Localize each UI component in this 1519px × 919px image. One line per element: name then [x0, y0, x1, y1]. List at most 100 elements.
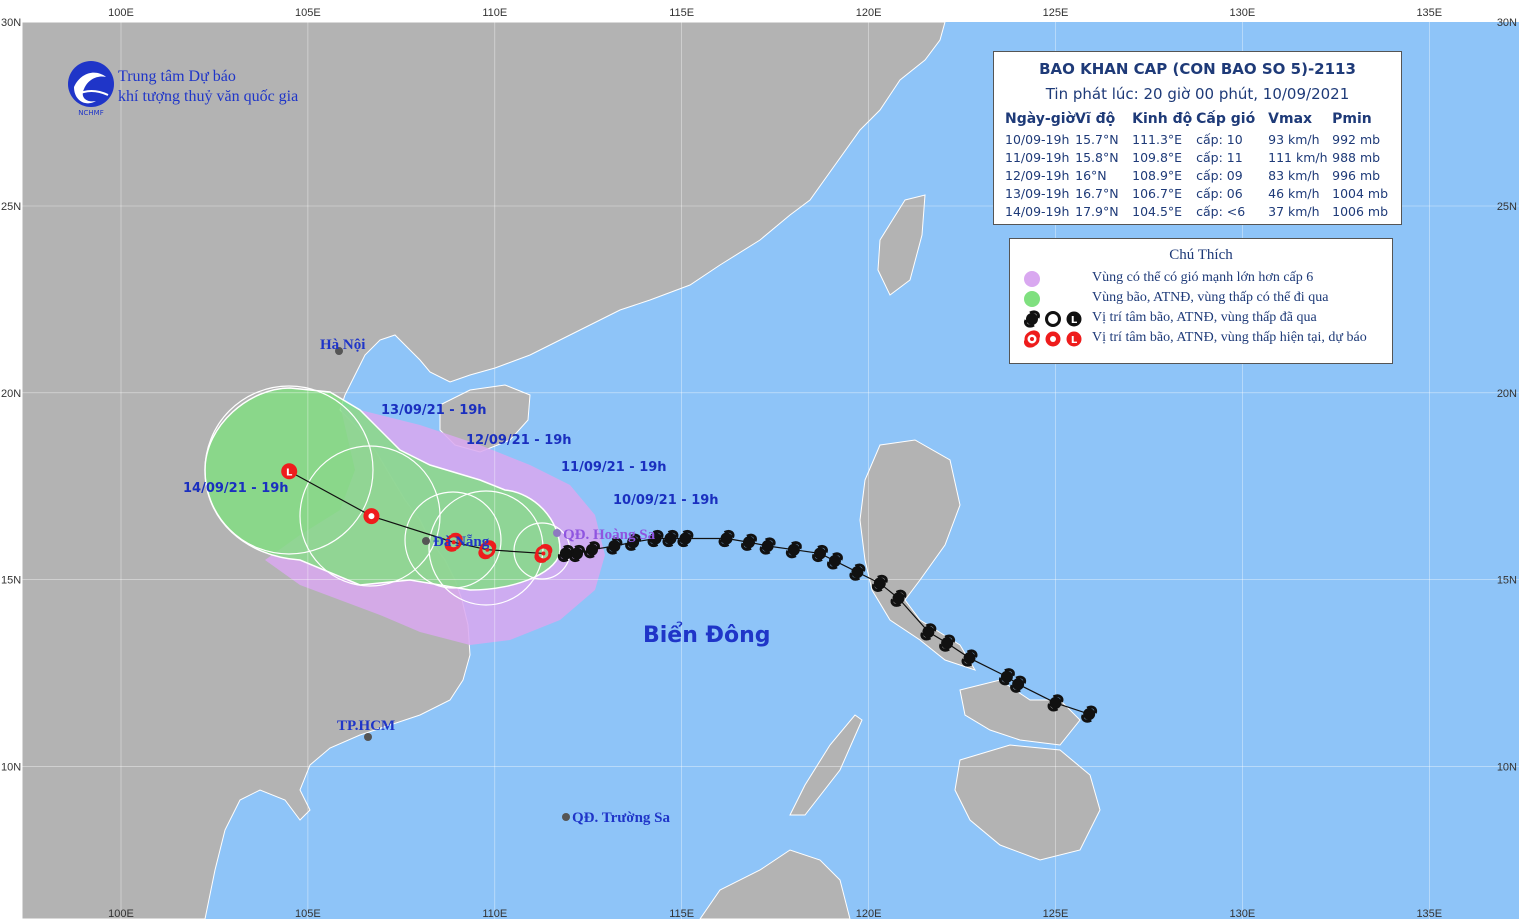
- col-wind-level: Cấp gió: [1196, 111, 1256, 127]
- lon-label-bottom: 135E: [1416, 908, 1442, 919]
- lon-label-top: 125E: [1043, 7, 1069, 19]
- sea-name: Biển Đông: [643, 622, 771, 648]
- forecast-storm-icon: [534, 544, 553, 563]
- lon-label-top: 100E: [108, 7, 134, 19]
- forecast-cell: 16.7°N: [1075, 185, 1119, 201]
- svg-text:L: L: [1071, 335, 1078, 346]
- lat-label-left: 15N: [1, 575, 21, 587]
- forecast-row: 13/09-19h 16.7°N 106.7°E cấp: 06 46 km/h 1004…: [1005, 184, 1388, 202]
- lat-label-left: 30N: [1, 17, 21, 29]
- legend-item-past-positions: L Vị trí tâm bão, ATNĐ, vùng thấp đã qua: [1020, 309, 1390, 329]
- legend-label-storm-zone: Vùng bão, ATNĐ, vùng thấp có thể đi qua: [1092, 290, 1329, 305]
- past-storm-icon: [826, 552, 843, 570]
- lon-label-bottom: 125E: [1043, 908, 1069, 919]
- forecast-low-icon: L: [281, 463, 298, 480]
- bulletin-issued-time: Tin phát lúc: 20 giờ 00 phút, 10/09/2021: [1045, 85, 1350, 103]
- forecast-label-2: 11/09/21 - 19h: [561, 460, 667, 475]
- lon-label-top: 110E: [482, 7, 507, 19]
- legend-swatch-green: [1024, 291, 1040, 307]
- past-storm-icon: [1010, 675, 1027, 693]
- past-storm-icon: [939, 634, 956, 652]
- col-latitude: Vĩ độ: [1075, 111, 1116, 127]
- forecast-cell: 106.7°E: [1132, 185, 1183, 201]
- lon-label-bottom: 115E: [669, 908, 694, 919]
- past-storm-icon: [961, 649, 978, 667]
- legend-item-forecast-positions: L Vị trí tâm bão, ATNĐ, vùng thấp hiện t…: [1020, 329, 1390, 349]
- lon-label-bottom: 130E: [1230, 908, 1256, 919]
- lat-label-left: 10N: [1, 761, 21, 773]
- forecast-row: 12/09-19h 16°N 108.9°E cấp: 09 83 km/h 996 mb: [1005, 166, 1388, 184]
- forecast-table-header: Ngày-giờ Vĩ độ Kinh độ Cấp gió Vmax Pmin: [1005, 108, 1388, 130]
- forecast-label-1: 10/09/21 - 19h: [613, 493, 719, 508]
- forecast-cell: 104.5°E: [1132, 203, 1183, 219]
- low-icon-red: L: [1066, 331, 1082, 347]
- org-name-line1: Trung tâm Dự báo: [118, 68, 236, 85]
- past-storm-icon: [677, 529, 694, 548]
- col-vmax: Vmax: [1268, 111, 1313, 127]
- forecast-cell: 16°N: [1075, 167, 1107, 183]
- lon-label-top: 120E: [856, 7, 882, 19]
- forecast-cell: cấp: 10: [1196, 131, 1243, 147]
- lat-label-right: 15N: [1497, 575, 1517, 587]
- place-hcm: TP.HCM: [337, 718, 395, 734]
- bulletin-title: BAO KHAN CAP (CON BAO SO 5)-2113: [1039, 60, 1356, 78]
- lat-label-right: 10N: [1497, 761, 1517, 773]
- place-truongsa: QĐ. Trường Sa: [572, 810, 671, 826]
- logo-text: NCHMF: [78, 109, 103, 117]
- lon-label-bottom: 120E: [856, 908, 882, 919]
- forecast-row: 10/09-19h 15.7°N 111.3°E cấp: 10 93 km/h 992 …: [1005, 130, 1388, 148]
- past-storm-icon: [998, 668, 1015, 686]
- past-storm-icon: [741, 533, 757, 551]
- past-storm-icon: [849, 563, 866, 581]
- legend-label-past-positions: Vị trí tâm bão, ATNĐ, vùng thấp đã qua: [1092, 310, 1317, 325]
- lat-label-right: 25N: [1497, 201, 1517, 213]
- legend-panel: Chú Thích Vùng có thể có gió mạnh lớn hơ…: [1009, 238, 1393, 364]
- col-longitude: Kinh độ: [1132, 111, 1193, 127]
- place-hoangsa: QĐ. Hoàng Sa: [563, 527, 656, 543]
- legend-label-forecast-positions: Vị trí tâm bão, ATNĐ, vùng thấp hiện tại…: [1092, 330, 1367, 345]
- forecast-cell: 109.8°E: [1132, 149, 1183, 165]
- left-frame: [0, 0, 22, 919]
- forecast-cell: cấp: <6: [1196, 203, 1246, 219]
- org-name-line2: khí tượng thuỷ văn quốc gia: [118, 88, 299, 105]
- forecast-label-5: 14/09/21 - 19h: [183, 481, 289, 496]
- taiwan-island: [877, 194, 926, 296]
- past-storm-icon: [718, 529, 735, 548]
- forecast-cell: 108.9°E: [1132, 167, 1183, 183]
- forecast-label-3: 12/09/21 - 19h: [466, 433, 572, 448]
- forecast-cell: 111 km/h: [1268, 149, 1328, 165]
- lat-label-left: 20N: [1, 388, 21, 400]
- lon-label-bottom: 100E: [108, 908, 134, 919]
- lat-label-right: 20N: [1497, 388, 1517, 400]
- bulletin-panel: BAO KHAN CAP (CON BAO SO 5)-2113 Tin phá…: [993, 51, 1402, 225]
- forecast-cell: 996 mb: [1332, 167, 1381, 183]
- legend-item-storm-zone: Vùng bão, ATNĐ, vùng thấp có thể đi qua: [1020, 289, 1390, 309]
- forecast-cell: 17.9°N: [1075, 203, 1119, 219]
- legend-label-wind-zone: Vùng có thể có gió mạnh lớn hơn cấp 6: [1092, 270, 1314, 285]
- forecast-depression-icon: [363, 508, 380, 525]
- lat-label-left: 25N: [1, 201, 21, 213]
- top-frame: [0, 0, 1519, 22]
- lon-label-bottom: 105E: [295, 908, 321, 919]
- past-storm-icon: [625, 533, 642, 551]
- forecast-cell: 988 mb: [1332, 149, 1381, 165]
- lon-label-top: 130E: [1230, 7, 1256, 19]
- col-datetime: Ngày-giờ: [1005, 111, 1076, 127]
- place-hanoi: Hà Nội: [320, 337, 365, 353]
- depression-icon-red: [1045, 331, 1061, 347]
- past-storm-icon: [890, 589, 907, 607]
- forecast-cell: 11/09-19h: [1005, 149, 1070, 165]
- forecast-cell: cấp: 09: [1196, 167, 1243, 183]
- hcm-dot: [364, 733, 372, 741]
- past-storm-icon: [1047, 694, 1064, 712]
- forecast-cell: 15.7°N: [1075, 131, 1119, 147]
- forecast-label-4: 13/09/21 - 19h: [381, 403, 487, 418]
- forecast-cell: 992 mb: [1332, 131, 1381, 147]
- forecast-cell: cấp: 06: [1196, 185, 1243, 201]
- col-pmin: Pmin: [1332, 111, 1372, 127]
- forecast-cell: 46 km/h: [1268, 185, 1320, 201]
- lon-label-bottom: 110E: [482, 908, 507, 919]
- past-storm-icon: [785, 541, 802, 559]
- forecast-cell: 1006 mb: [1332, 203, 1389, 219]
- past-storm-icon: [759, 537, 776, 555]
